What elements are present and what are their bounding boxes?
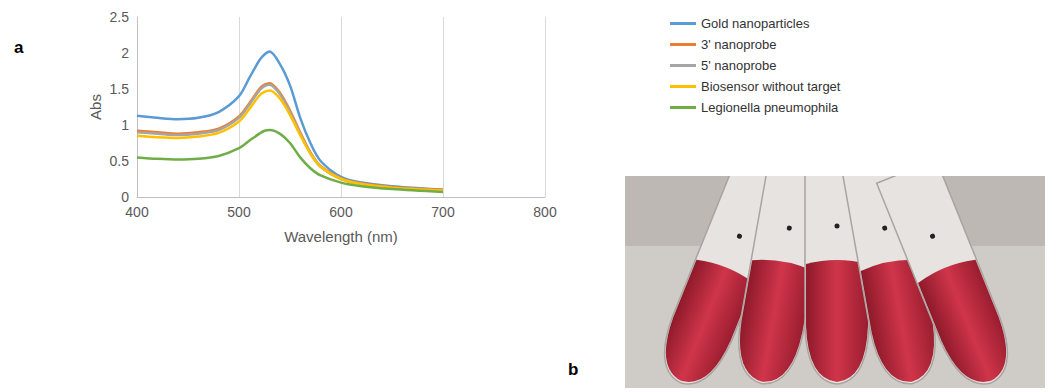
svg-text:800: 800 <box>533 204 557 220</box>
html-text:a: a <box>14 38 24 57</box>
svg-text:700: 700 <box>431 204 455 220</box>
svg-text:2.5: 2.5 <box>110 9 130 25</box>
svg-text:Biosensor without target: Biosensor without target <box>701 79 841 94</box>
svg-text:0: 0 <box>121 189 129 205</box>
svg-text:5' nanoprobe: 5' nanoprobe <box>701 58 777 73</box>
svg-text:2: 2 <box>121 45 129 61</box>
svg-text:Legionella pneumophila: Legionella pneumophila <box>701 100 839 115</box>
html-text:b: b <box>568 360 579 379</box>
svg-text:Abs: Abs <box>87 94 104 120</box>
svg-text:0.5: 0.5 <box>110 153 130 169</box>
svg-text:1: 1 <box>121 117 129 133</box>
svg-text:600: 600 <box>329 204 353 220</box>
svg-text:400: 400 <box>125 204 149 220</box>
svg-text:500: 500 <box>227 204 251 220</box>
svg-text:Wavelength (nm): Wavelength (nm) <box>284 228 398 245</box>
svg-text:1.5: 1.5 <box>110 81 130 97</box>
svg-text:Gold nanoparticles: Gold nanoparticles <box>701 16 810 31</box>
svg-text:3' nanoprobe: 3' nanoprobe <box>701 37 777 52</box>
